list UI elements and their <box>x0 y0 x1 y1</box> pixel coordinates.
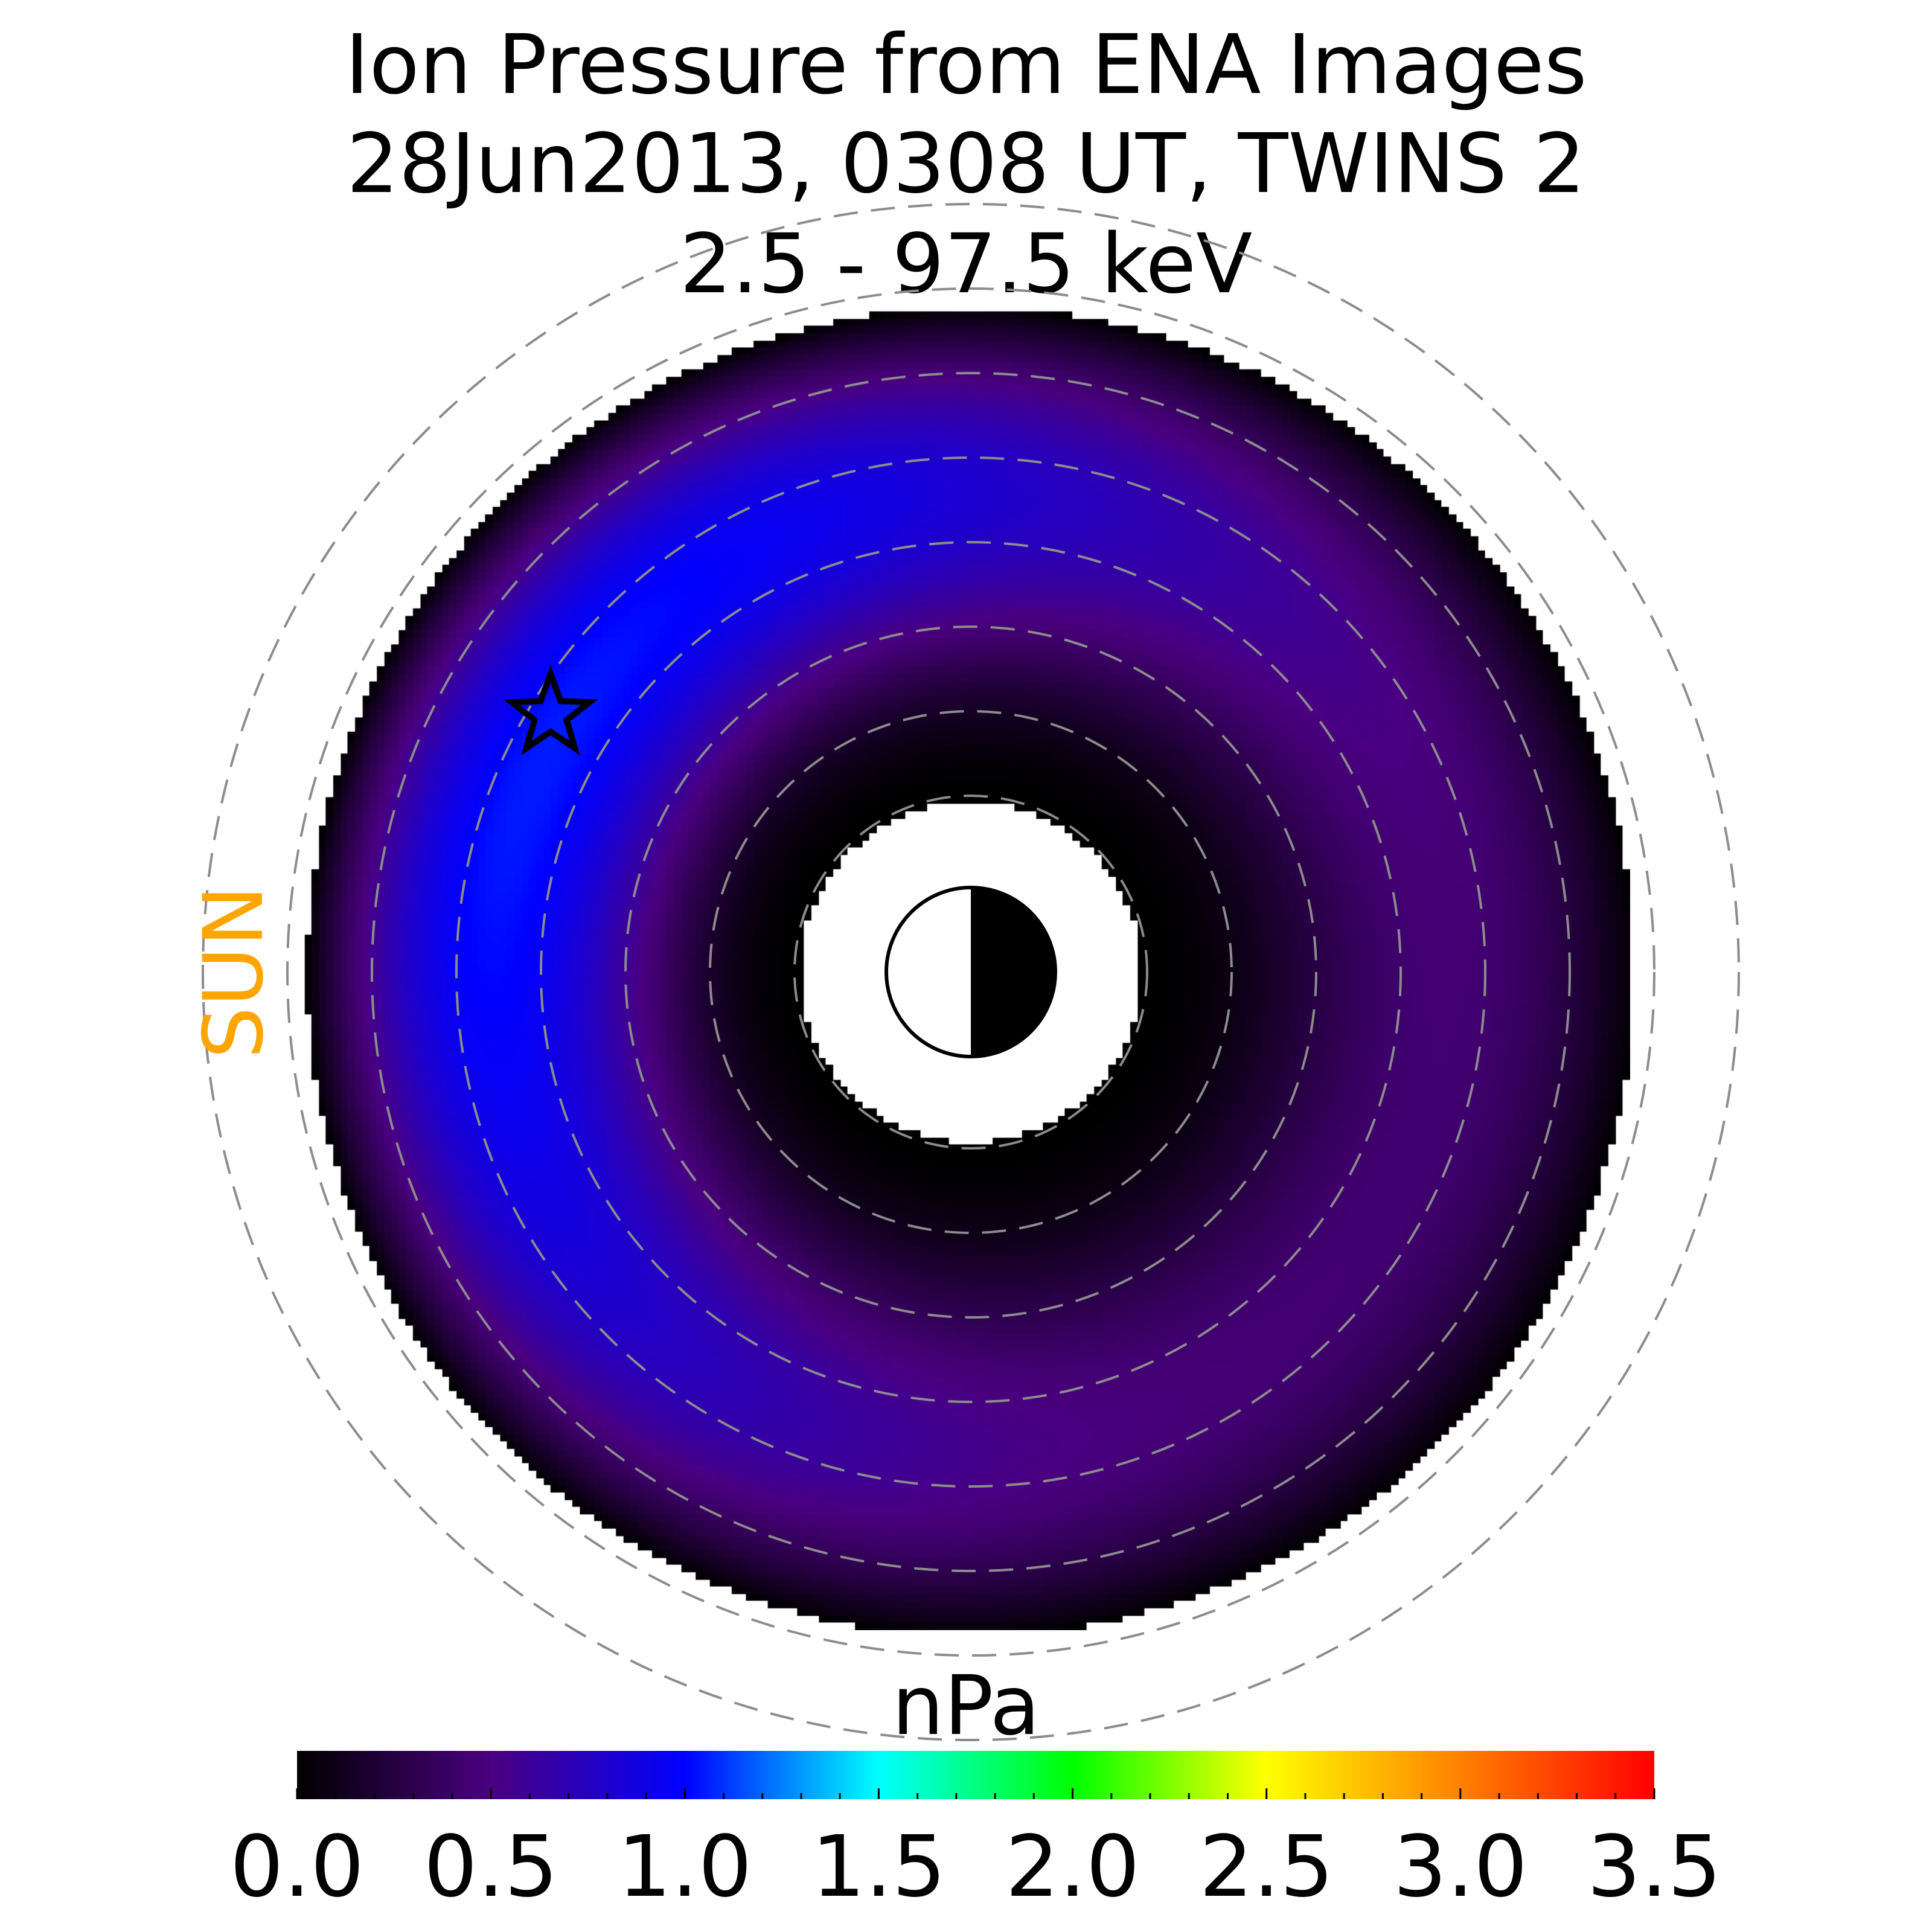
grid-circle <box>455 456 1486 1488</box>
colorbar-gradient <box>297 1751 1654 1799</box>
earth-outline <box>884 886 1057 1058</box>
grid-circle <box>202 203 1740 1741</box>
colorbar: 0.0 0.5 1.0 1.5 2.0 2.5 3.0 3.5 <box>230 1751 1722 1916</box>
colorbar-tick-label: 0.5 <box>424 1818 558 1916</box>
star-marker <box>503 665 598 755</box>
grid-circle <box>371 372 1571 1572</box>
colorbar-tick-label: 2.5 <box>1199 1818 1334 1916</box>
earth-icon <box>884 886 1057 1058</box>
colorbar-tick-label: 0.0 <box>230 1818 365 1916</box>
grid-circle <box>793 795 1148 1150</box>
earth-night-side <box>971 888 1055 1057</box>
colorbar-tick-label: 1.0 <box>618 1818 752 1916</box>
grid-circle <box>709 710 1233 1234</box>
colorbar-tick-label: 2.0 <box>1005 1818 1140 1916</box>
colorbar-tick-label: 3.0 <box>1393 1818 1528 1916</box>
grid-circles <box>202 203 1740 1741</box>
chart-title-line-2: 28Jun2013, 0308 UT, TWINS 2 <box>346 117 1586 212</box>
colorbar-tick-labels: 0.0 0.5 1.0 1.5 2.0 2.5 3.0 3.5 <box>230 1818 1722 1916</box>
colorbar-ticks <box>296 1788 1655 1799</box>
grid-circle <box>540 541 1402 1403</box>
grid-circle <box>286 287 1655 1657</box>
pressure-map <box>302 302 1630 1630</box>
sun-label: SUN <box>186 885 282 1059</box>
colorbar-tick-label: 3.5 <box>1587 1818 1722 1916</box>
colorbar-tick-label: 1.5 <box>811 1818 946 1916</box>
chart-title-line-1: Ion Pressure from ENA Images <box>345 18 1587 113</box>
colorbar-unit-label: nPa <box>892 1659 1040 1754</box>
grid-circle <box>624 625 1317 1319</box>
chart-title-line-3: 2.5 - 97.5 keV <box>679 217 1253 312</box>
